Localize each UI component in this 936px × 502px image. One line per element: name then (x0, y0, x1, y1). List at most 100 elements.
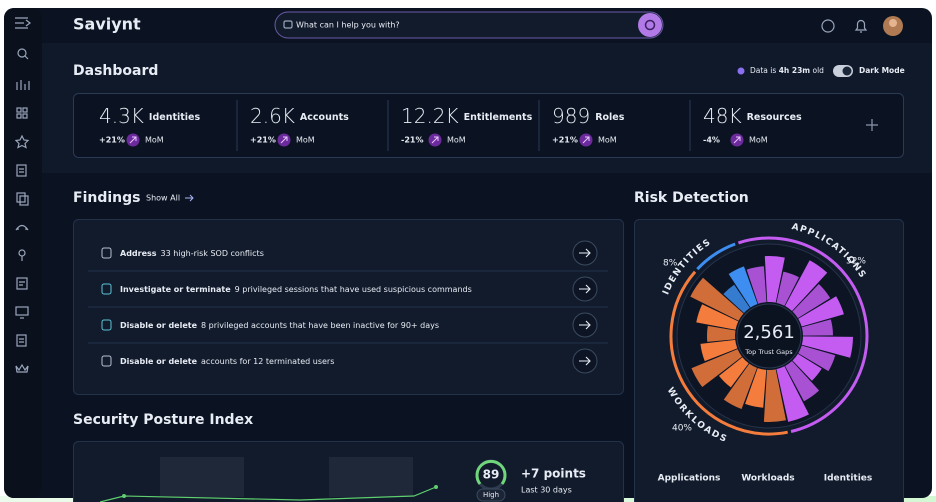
kpi-label: Entitlements (464, 112, 533, 123)
posture-period: Last 30 days (521, 486, 572, 495)
finding-icon (101, 319, 112, 331)
posture-title: Security Posture Index (73, 412, 253, 428)
kpi-change: -4% (703, 136, 720, 145)
segment-petal (691, 349, 742, 388)
logo: Saviynt (73, 15, 141, 34)
segment-petal (745, 368, 767, 408)
kpi-change: +21% (99, 136, 125, 145)
kpi-trend-arrow (733, 136, 741, 144)
status-dot (737, 67, 745, 75)
kpi-metric: 48K Resources (703, 104, 802, 128)
kpi-period: MoM (749, 136, 768, 145)
segment-petal (718, 357, 749, 388)
risk-total-label: Top Trust Gaps (744, 348, 793, 356)
finding-arrow (579, 248, 591, 258)
show-all[interactable]: Show All (146, 194, 180, 203)
finding-detail: 8 privileged accounts that have been ina… (201, 321, 439, 330)
kpi-value: 989 (552, 104, 590, 128)
kpi-trend-arrow (280, 136, 288, 144)
toggle-knob (842, 66, 852, 76)
avatar-face (889, 19, 897, 27)
kpi-value: 2.6K (250, 104, 295, 128)
posture-level: High (483, 491, 499, 499)
ai-icon (644, 19, 656, 31)
posture-change: +7 points (521, 467, 586, 481)
finding-arrow (579, 356, 591, 366)
kpi-metric: 2.6K Accounts (250, 104, 349, 128)
kpi-value: 12.2K (401, 104, 459, 128)
finding-detail: 33 high-risk SOD conflicts (161, 249, 264, 258)
data-age-prefix: Data is (750, 66, 776, 75)
segment-petal (764, 256, 785, 303)
finding-icon (101, 247, 112, 259)
finding-icon (101, 355, 112, 367)
bell-icon[interactable] (854, 19, 868, 33)
segment-petal (728, 266, 758, 308)
search-box[interactable] (274, 11, 664, 39)
risk-tab[interactable]: Identities (824, 474, 873, 484)
kpi-change: +21% (552, 136, 578, 145)
finding-arrow (579, 284, 591, 294)
finding-action: Address (120, 249, 157, 258)
segment-petal (792, 284, 831, 319)
search-placeholder: What can I help you with? (296, 21, 400, 30)
data-age: Data is 4h 23m old (750, 66, 824, 75)
segment-petal (723, 363, 758, 410)
data-age-value: 4h 23m (779, 66, 811, 75)
help-icon[interactable] (821, 19, 835, 33)
kpi-period: MoM (598, 136, 617, 145)
kpi-metric: 12.2K Entitlements (401, 104, 533, 128)
segment-percent: 52% (846, 257, 866, 267)
segment-petal (776, 271, 799, 306)
segment-petal (798, 296, 844, 327)
kpi-card (73, 93, 904, 158)
risk-tab[interactable]: Workloads (741, 474, 794, 484)
segment-petal (690, 277, 744, 321)
kpi-period: MoM (145, 136, 164, 145)
posture-bar (160, 457, 244, 497)
kpi-change: +21% (250, 136, 276, 145)
finding-detail: accounts for 12 terminated users (201, 357, 334, 366)
kpi-label: Identities (149, 112, 201, 123)
segment-petal (801, 319, 833, 336)
kpi-metric: 4.3K Identities (99, 104, 201, 128)
finding-action: Investigate or terminate (120, 285, 231, 294)
segment-percent: 40% (672, 424, 692, 434)
segment-ring (669, 270, 788, 436)
kpi-label: Accounts (300, 112, 349, 123)
gauge (475, 459, 507, 485)
segment-petal (776, 366, 809, 422)
kpi-value: 4.3K (99, 104, 144, 128)
segment-petal (785, 361, 820, 402)
segment-petal (801, 336, 853, 358)
kpi-trend-arrow (431, 136, 439, 144)
posture-dot (434, 485, 438, 489)
donut-center (736, 303, 802, 369)
kpi-trend-arrow (582, 136, 590, 144)
segment-petal (763, 369, 786, 422)
segment-petal (746, 266, 767, 304)
finding-action: Disable or delete (120, 321, 198, 330)
sidebar (4, 8, 42, 498)
segment-petal (792, 353, 822, 381)
posture-bar (329, 457, 413, 497)
segment-petal (723, 284, 750, 313)
risk-tab[interactable]: Applications (658, 474, 721, 484)
show-all-arrow (185, 194, 194, 202)
finding-action: Disable or delete (120, 357, 198, 366)
findings-title: Findings (73, 190, 140, 206)
add-kpi[interactable] (866, 119, 878, 131)
ai-button[interactable] (638, 13, 662, 37)
segment-petal (785, 260, 828, 311)
risk-total: 2,561 (743, 322, 795, 343)
segment-petal (696, 304, 739, 330)
finding-text: Investigate or terminate 9 privileged ses… (120, 285, 472, 294)
sidebar-icons[interactable] (14, 17, 31, 373)
finding-icon (101, 283, 112, 295)
risk-title: Risk Detection (634, 190, 749, 206)
chat-icon (283, 20, 293, 29)
dark-mode-label: Dark Mode (859, 66, 905, 75)
kpi-change: -21% (401, 136, 423, 145)
kpi-label: Roles (595, 112, 625, 123)
